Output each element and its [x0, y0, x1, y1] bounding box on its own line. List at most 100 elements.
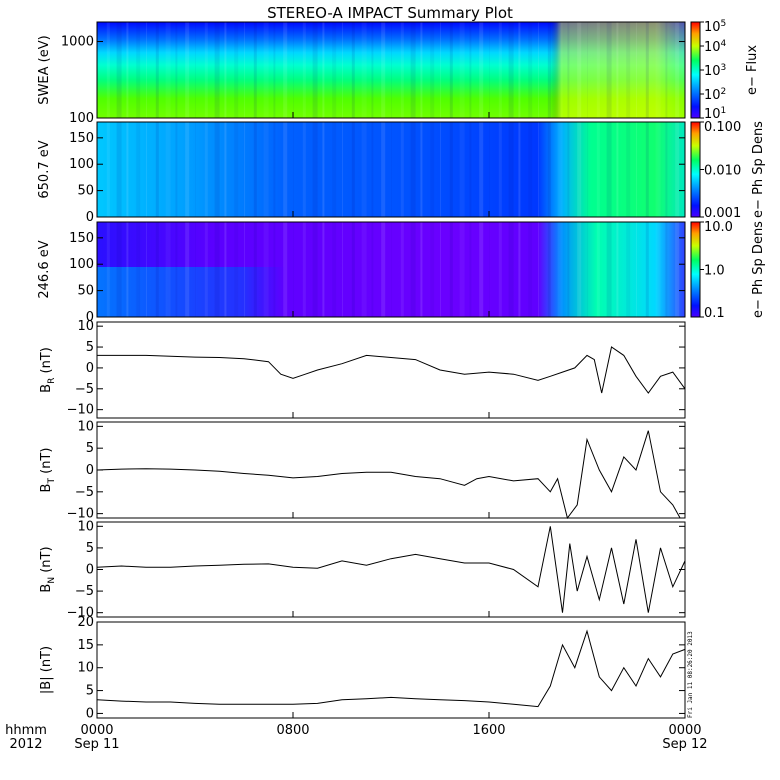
y-axis-label: SWEA (eV) — [37, 35, 52, 104]
heatmap-streak — [381, 222, 386, 317]
colorbar-tick-label: 104 — [704, 39, 727, 55]
heatmap-streak — [302, 22, 306, 118]
heatmap-streak — [224, 222, 227, 317]
y-tick-label: 10 — [77, 519, 94, 534]
heatmap-streak — [655, 222, 661, 317]
y-tick-label: 5 — [86, 684, 94, 699]
heatmap-e650 — [97, 122, 685, 217]
y-tick-label: 20 — [77, 615, 94, 630]
heatmap-streak — [165, 222, 171, 317]
heatmap-streak — [430, 122, 435, 217]
heatmap-streak — [253, 122, 257, 217]
heatmap-streak — [469, 222, 472, 317]
colorbar-fill — [690, 121, 701, 218]
heatmap-streak — [420, 122, 423, 217]
heatmap-streak — [155, 122, 159, 217]
panel-frame — [96, 521, 686, 618]
heatmap-streak — [312, 22, 318, 118]
heatmap-streak — [106, 122, 110, 217]
heatmap-streak — [508, 122, 514, 217]
heatmap-streak — [420, 22, 423, 118]
heatmap-streak — [106, 222, 110, 317]
heatmap-streak — [371, 22, 374, 118]
heatmap-streak — [577, 22, 582, 118]
heatmap-streak — [185, 22, 190, 118]
colorbar-tick-label: 0.001 — [704, 206, 741, 221]
heatmap-streak — [371, 122, 374, 217]
heatmap-streak — [332, 22, 337, 118]
date-label: Sep 11 — [74, 737, 119, 752]
heatmap-streak — [322, 222, 325, 317]
y-axis-label: BT (nT) — [39, 448, 57, 493]
heatmap-streak — [645, 222, 649, 317]
heatmap-streak — [596, 122, 600, 217]
heatmap-streak — [665, 22, 668, 118]
heatmap-streak — [459, 122, 465, 217]
y-tick-label: −10 — [67, 403, 94, 418]
heatmap-streak — [538, 222, 539, 317]
heatmap-streak — [449, 122, 453, 217]
heatmap-streak — [195, 22, 196, 118]
heatmap-streak — [165, 22, 171, 118]
heatmap-streak — [489, 122, 490, 217]
colorbar-e246: 0.1 1.0 10.0 e− Ph Sp Dens — [690, 220, 766, 321]
heatmap-streak — [234, 122, 239, 217]
heatmap-streak — [351, 122, 355, 217]
y-tick-label: 150 — [69, 131, 94, 146]
time-label: 0800 — [276, 723, 309, 738]
heatmap-streak — [273, 222, 276, 317]
heatmap-streak — [253, 22, 257, 118]
series-line-br — [97, 346, 686, 394]
heatmap-streak — [302, 122, 306, 217]
y-tick-label: −10 — [67, 507, 94, 522]
heatmap-streak — [400, 122, 404, 217]
heatmap-streak — [204, 222, 208, 317]
heatmap-streak — [391, 22, 392, 118]
panel-frame — [96, 21, 686, 119]
heatmap-streak — [547, 122, 551, 217]
heatmap-streak — [675, 222, 680, 317]
heatmap-streak — [106, 22, 110, 118]
panel-frame — [96, 321, 686, 419]
creation-timestamp: Fri Jan 11 08:26:20 2013 — [687, 631, 694, 718]
heatmap-streak — [498, 122, 502, 217]
y-tick-label: 150 — [69, 231, 94, 246]
heatmap-streak — [293, 22, 294, 118]
heatmap-streak — [214, 222, 220, 317]
heatmap-streak — [636, 222, 637, 317]
heatmap-streak — [400, 222, 404, 317]
heatmap-overlay — [97, 267, 685, 317]
heatmap-streak — [587, 22, 588, 118]
heatmap-streak — [587, 222, 588, 317]
y-tick-label: 100 — [69, 111, 94, 126]
heatmap-streak — [616, 22, 619, 118]
panel-br: −10 −5 0 5 10 BR (nT) — [39, 319, 686, 419]
heatmap-streak — [185, 222, 190, 317]
heatmap-streak — [312, 222, 318, 317]
y-tick-label: 5 — [86, 541, 94, 556]
heatmap-streak — [146, 22, 147, 118]
heatmap-streak — [195, 222, 196, 317]
heatmap-streak — [224, 22, 227, 118]
y-tick-label: 0 — [86, 361, 94, 376]
heatmap-streak — [126, 22, 129, 118]
heatmap-streak — [244, 222, 245, 317]
heatmap-streak — [312, 122, 318, 217]
colorbar-label: e− Ph Sp Dens — [751, 121, 766, 218]
heatmap-streak — [136, 22, 141, 118]
heatmap-streak — [567, 22, 570, 118]
heatmap-streak — [293, 222, 294, 317]
y-tick-label: 50 — [77, 184, 94, 199]
heatmap-streak — [538, 22, 539, 118]
heatmap-streak — [518, 122, 521, 217]
y-tick-label: 50 — [77, 284, 94, 299]
heatmap-streak — [361, 22, 367, 118]
date-label: Sep 12 — [662, 737, 707, 752]
heatmap-streak — [155, 22, 159, 118]
heatmap-streak — [273, 22, 276, 118]
heatmap-streak — [410, 122, 416, 217]
time-label: 0000 — [668, 723, 701, 738]
y-axis-label: 650.7 eV — [37, 140, 52, 198]
